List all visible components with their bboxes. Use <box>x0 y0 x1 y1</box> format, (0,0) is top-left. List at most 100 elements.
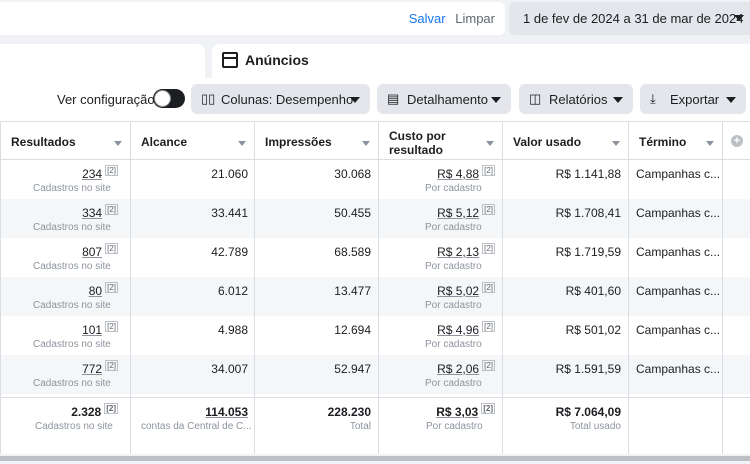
results-value[interactable]: 101 [2] <box>82 321 118 337</box>
impressions-value: 30.068 <box>334 167 371 181</box>
cost-value[interactable]: R$ 5,02 [2] <box>437 282 495 298</box>
results-sub: Cadastros no site <box>33 378 111 389</box>
cost-value[interactable]: R$ 4,96 [2] <box>437 321 495 337</box>
view-config-toggle[interactable] <box>153 89 185 108</box>
columns-icon: ▯▯ <box>201 91 216 106</box>
header-end[interactable]: Término <box>629 122 722 160</box>
cost-total[interactable]: R$ 3,03 [2] <box>436 403 495 419</box>
level-tabs: Anúncios <box>0 40 750 78</box>
results-total: 2.328 [2] <box>71 403 118 419</box>
results-value[interactable]: 772 [2] <box>82 360 118 376</box>
chevron-down-icon <box>734 15 744 21</box>
results-value[interactable]: 234 [2] <box>82 165 118 181</box>
cell-results: 234 [2] Cadastros no site <box>1 160 132 199</box>
header-amount-spent[interactable]: Valor usado <box>503 122 628 160</box>
cost-sub: Por cadastro <box>425 183 482 194</box>
cost-sub: Por cadastro <box>425 222 482 233</box>
header-reach[interactable]: Alcance <box>131 122 254 160</box>
breakdown-button-label: Detalhamento <box>407 92 488 107</box>
impressions-value: 52.947 <box>334 362 371 376</box>
tab-ad-sets[interactable] <box>0 44 205 78</box>
breakdown-button[interactable]: ▤ Detalhamento <box>377 84 511 114</box>
export-button-label: Exportar <box>670 92 720 107</box>
column-end: Término Campanhas c... Campanhas c... Ca… <box>629 122 723 454</box>
cost-value[interactable]: R$ 2,06 [2] <box>437 360 495 376</box>
header-impressions-label: Impressões <box>265 135 332 149</box>
sort-icon[interactable] <box>114 141 122 146</box>
table-row[interactable] <box>0 355 750 394</box>
sort-icon[interactable] <box>238 141 246 146</box>
sort-icon[interactable] <box>486 141 494 146</box>
header-impressions[interactable]: Impressões <box>255 122 378 160</box>
sort-icon[interactable] <box>612 141 620 146</box>
results-value[interactable]: 334 [2] <box>82 204 118 220</box>
spent-total: R$ 7.064,09 <box>555 405 621 419</box>
spent-value: R$ 1.719,59 <box>555 245 621 259</box>
header-cost-label: Custo por resultado <box>389 129 446 157</box>
date-range-label: 1 de fev de 2024 a 31 de mar de 2024 <box>523 11 744 26</box>
results-value[interactable]: 807 [2] <box>82 243 118 259</box>
results-sub: Cadastros no site <box>33 222 111 233</box>
reports-button[interactable]: ◫ Relatórios <box>519 84 633 114</box>
date-range-picker[interactable]: 1 de fev de 2024 a 31 de mar de 2024 <box>509 2 750 35</box>
results-total-sub: Cadastros no site <box>35 421 113 432</box>
reach-total-sub: contas da Central de C... <box>141 421 252 432</box>
column-reach: Alcance 21.060 33.441 42.789 6.012 4.988… <box>131 122 255 454</box>
results-value[interactable]: 80 [2] <box>88 282 118 298</box>
spent-value: R$ 501,02 <box>565 323 621 337</box>
reach-value: 33.441 <box>211 206 248 220</box>
end-value: Campanhas c... <box>636 167 721 181</box>
cost-sub: Por cadastro <box>425 339 482 350</box>
horizontal-scrollbar[interactable] <box>0 454 750 464</box>
cost-value[interactable]: R$ 4,88 [2] <box>437 165 495 181</box>
reach-total[interactable]: 114.053 <box>205 405 248 419</box>
column-cost-per-result: Custo por resultado R$ 4,88 [2] Por cadast… <box>379 122 503 454</box>
download-icon: ⤓ <box>650 91 656 106</box>
chevron-down-icon <box>350 97 360 103</box>
cost-value[interactable]: R$ 2,13 [2] <box>437 243 495 259</box>
spent-total-sub: Total usado <box>569 421 621 432</box>
cell-results: 807 [2] Cadastros no site <box>1 238 132 277</box>
scrollbar-thumb[interactable] <box>0 456 750 461</box>
reach-value: 6.012 <box>217 284 248 298</box>
end-value: Campanhas c... <box>636 284 721 298</box>
cell-results: 101 [2] Cadastros no site <box>1 316 132 355</box>
impressions-value: 12.694 <box>334 323 371 337</box>
impressions-total-sub: Total <box>349 421 371 432</box>
spent-value: R$ 1.141,88 <box>555 167 621 181</box>
header-results-label: Resultados <box>11 135 76 149</box>
header-spent-label: Valor usado <box>513 135 582 149</box>
table-row[interactable] <box>0 199 750 238</box>
column-results: Resultados 234 [2] Cadastros no site 334[… <box>0 122 131 454</box>
cell-results-total: 2.328 [2] Cadastros no site <box>1 398 132 437</box>
table-row[interactable] <box>0 277 750 316</box>
impressions-value: 13.477 <box>334 284 371 298</box>
save-filter-link[interactable]: Salvar <box>408 11 446 26</box>
header-cost-per-result[interactable]: Custo por resultado <box>379 122 502 160</box>
columns-button[interactable]: ▯▯ Colunas: Desempenho <box>191 84 370 114</box>
end-value: Campanhas c... <box>636 323 721 337</box>
cost-sub: Por cadastro <box>425 300 482 311</box>
spent-value: R$ 1.708,41 <box>555 206 621 220</box>
cost-sub: Por cadastro <box>425 261 482 272</box>
header-results[interactable]: Resultados <box>1 122 130 160</box>
cost-sub: Por cadastro <box>425 378 482 389</box>
add-column[interactable]: + <box>723 122 750 160</box>
cost-value[interactable]: R$ 5,12 [2] <box>437 204 495 220</box>
clear-filter-link[interactable]: Limpar <box>455 11 495 26</box>
sort-icon[interactable] <box>706 141 714 146</box>
end-value: Campanhas c... <box>636 362 721 376</box>
end-value: Campanhas c... <box>636 245 721 259</box>
tab-ads[interactable]: Anúncios <box>212 44 750 78</box>
sort-icon[interactable] <box>362 141 370 146</box>
search-actions: Salvar Limpar <box>403 11 495 26</box>
column-amount-spent: Valor usado R$ 1.141,88 R$ 1.708,41 R$ 1… <box>503 122 629 454</box>
reach-value: 21.060 <box>211 167 248 181</box>
impressions-value: 50.455 <box>334 206 371 220</box>
search-filter-box[interactable]: Salvar Limpar <box>0 2 505 35</box>
cost-total-sub: Por cadastro <box>426 421 483 432</box>
chevron-down-icon <box>491 97 501 103</box>
column-impressions: Impressões 30.068 50.455 68.589 13.477 1… <box>255 122 379 454</box>
filter-bar: Salvar Limpar 1 de fev de 2024 a 31 de m… <box>0 0 750 40</box>
export-button[interactable]: ⤓ Exportar <box>640 84 746 114</box>
